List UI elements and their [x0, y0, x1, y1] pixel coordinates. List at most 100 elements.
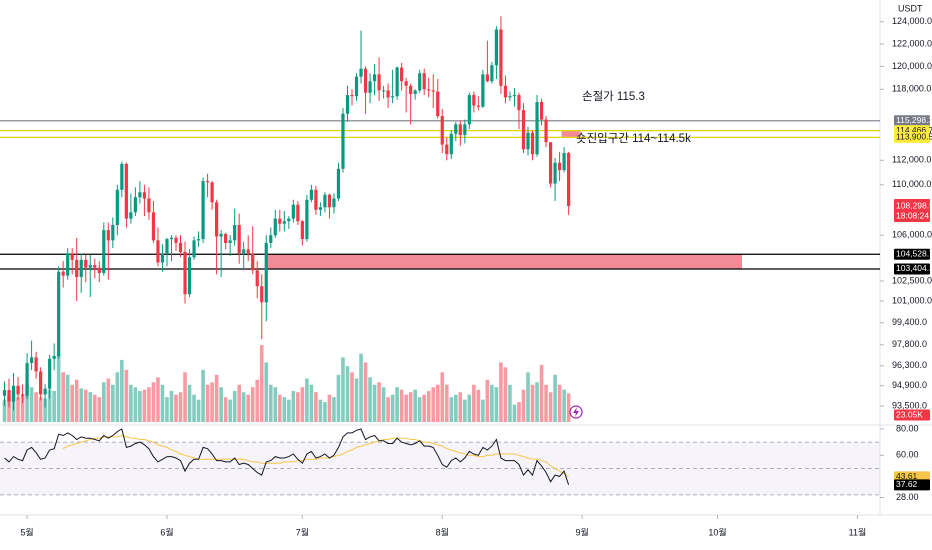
volume-bar — [160, 384, 165, 422]
volume-bar — [120, 359, 124, 422]
volume-bar — [399, 389, 404, 422]
candle-body — [377, 74, 381, 91]
volume-bar — [368, 377, 372, 422]
candle-body — [210, 182, 214, 203]
candle-body — [93, 265, 97, 268]
candle-body — [539, 102, 544, 120]
candle-body — [381, 90, 386, 92]
volume-bar — [404, 394, 408, 422]
volume-bar — [97, 397, 102, 422]
volume-bar — [557, 384, 562, 422]
candle-body — [255, 270, 259, 287]
y-tick-label: 93,500.0 — [892, 400, 927, 410]
candle-body — [445, 144, 449, 155]
candle-body — [472, 95, 476, 106]
volume-bar — [65, 374, 70, 422]
volume-bar — [300, 387, 305, 422]
volume-bar — [395, 387, 399, 422]
volume-bar — [255, 379, 260, 422]
volume-bar — [205, 384, 210, 422]
candle-body — [386, 90, 390, 98]
candle-body — [336, 168, 341, 199]
volume-bar — [535, 382, 539, 422]
volume-bar — [178, 392, 183, 422]
y-tick-label: 124,000.0 — [892, 16, 932, 26]
zone — [265, 254, 742, 269]
candle-body — [84, 259, 88, 268]
candle-body — [61, 271, 65, 276]
volume-bar — [562, 389, 566, 422]
volume-bar — [237, 384, 241, 422]
candle-body — [400, 67, 404, 82]
volume-bar — [151, 382, 156, 422]
volume-bar — [83, 389, 88, 422]
volume-bar — [309, 384, 314, 422]
volume-bar — [56, 353, 61, 422]
volume-bar — [7, 394, 11, 422]
volume-bar — [88, 392, 93, 422]
candle-body — [20, 394, 25, 396]
candle-body — [156, 240, 160, 263]
candle-body — [169, 237, 174, 240]
candle-body — [535, 102, 539, 155]
volume-bar — [282, 397, 287, 422]
candle-body — [354, 76, 359, 97]
candle-body — [115, 189, 119, 225]
volume-bar — [47, 389, 52, 422]
volume-bar — [566, 393, 571, 422]
candle-body — [481, 74, 485, 107]
volume-bar — [467, 394, 472, 422]
volume-bar — [2, 399, 7, 422]
y-tick-label: 122,000.0 — [892, 38, 932, 48]
x-tick-label: 5월 — [20, 526, 33, 537]
volume-bar — [494, 387, 499, 422]
candle-body — [75, 259, 79, 277]
volume-bar — [20, 395, 25, 422]
volume-bar — [305, 378, 309, 422]
candle-body — [557, 162, 562, 171]
price-box — [894, 199, 930, 223]
candle-body — [48, 358, 52, 389]
y-tick-label: 110,000.0 — [892, 179, 931, 189]
volume-bar — [521, 389, 526, 422]
volume-bar — [490, 384, 494, 422]
candle-body — [548, 142, 553, 184]
volume-bar — [34, 392, 38, 422]
volume-bar — [232, 390, 237, 422]
volume-bar — [192, 394, 196, 422]
volume-bar — [377, 382, 381, 422]
volume-bar — [264, 362, 269, 422]
level-label: 113,900.5 — [896, 132, 932, 142]
volume-bar — [508, 384, 512, 422]
level-label-box — [894, 263, 930, 275]
volume-bar — [345, 366, 350, 422]
candle-body — [70, 253, 74, 260]
volume-bar — [228, 399, 232, 422]
volume-bar — [318, 399, 323, 422]
candle-body — [11, 385, 16, 402]
candle-body — [124, 163, 128, 219]
volume-bar — [431, 387, 436, 422]
volume-bar — [16, 397, 20, 422]
volume-bar — [201, 369, 205, 422]
candle-body — [494, 29, 499, 66]
volume-bar — [453, 394, 458, 422]
candle-body — [278, 218, 282, 224]
candle-body — [305, 199, 309, 240]
level-label: 115,298.3 — [896, 115, 932, 125]
volume-bar — [133, 387, 138, 422]
x-tick-label: 10월 — [708, 526, 726, 537]
volume-bar — [43, 398, 47, 422]
volume-bar — [341, 357, 345, 422]
candle-body — [409, 85, 413, 94]
candle-body — [440, 116, 444, 145]
volume-label: 23.05K — [896, 409, 923, 419]
candle-body — [138, 192, 142, 198]
rsi-tick-label: 80.00 — [896, 423, 919, 433]
volume-bar — [417, 397, 422, 422]
volume-bar — [74, 379, 79, 422]
volume-bar — [165, 397, 169, 422]
volume-bar — [463, 399, 467, 422]
volume-bar — [277, 394, 282, 422]
